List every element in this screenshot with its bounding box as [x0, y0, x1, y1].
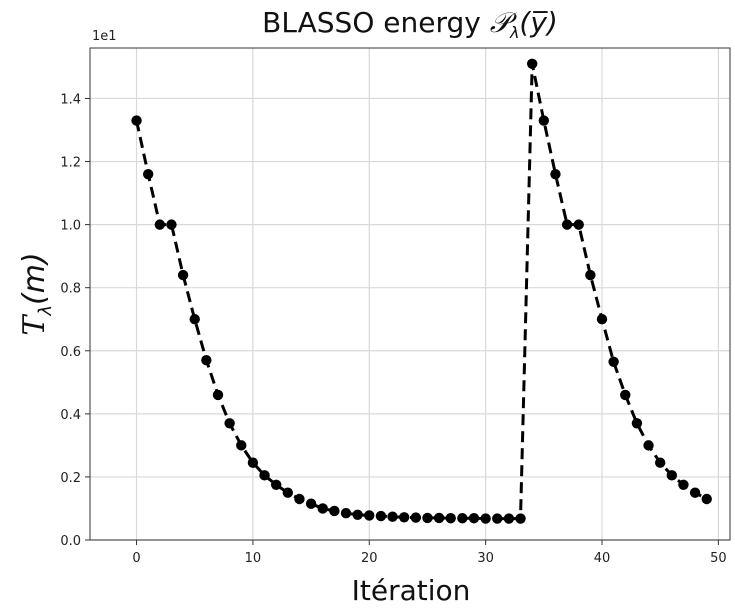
y-tick-label: 1.2: [60, 156, 81, 171]
data-point: [247, 457, 259, 468]
data-point: [596, 314, 608, 325]
y-axis-title-subscript: λ: [35, 305, 56, 317]
chart-title: BLASSO energy 𝒫λ(y̅): [262, 6, 558, 42]
y-tick-label: 0.2: [60, 471, 81, 486]
data-point: [666, 470, 678, 481]
data-point: [550, 168, 561, 180]
data-point: [503, 513, 515, 524]
data-point: [317, 503, 328, 514]
data-point: [364, 510, 375, 521]
data-point: [224, 418, 235, 429]
data-point: [620, 389, 631, 401]
data-point: [142, 168, 154, 180]
x-tick-label: 10: [245, 551, 262, 566]
series-line: [135, 63, 708, 521]
data-point: [340, 507, 352, 519]
plot-area: [89, 47, 731, 541]
data-point: [375, 510, 387, 522]
data-point: [689, 487, 701, 498]
data-point: [433, 512, 445, 524]
series-line-layer: [135, 63, 708, 521]
data-point: [398, 512, 410, 523]
data-point: [492, 513, 503, 524]
y-tick-label: 1.4: [60, 92, 81, 107]
data-point: [212, 389, 224, 401]
chart-title-subscript: λ: [509, 23, 519, 42]
data-point: [515, 513, 526, 524]
data-point: [585, 269, 596, 281]
data-point: [166, 219, 177, 230]
y-axis-title-math: T: [17, 314, 52, 336]
data-points: [131, 58, 712, 524]
data-point: [189, 314, 200, 325]
data-point: [305, 498, 317, 509]
data-point: [329, 505, 340, 517]
data-point: [270, 479, 282, 491]
y-tick-label: 0.8: [60, 282, 81, 297]
data-point: [561, 219, 573, 230]
data-point: [259, 470, 270, 481]
plot-frame: [89, 47, 731, 541]
x-axis-ticks: 0 10 20 30 40 50: [132, 540, 727, 566]
axis-offset-text: 1e1: [92, 29, 117, 44]
y-tick-label: 0.4: [60, 408, 81, 423]
y-tick-label: 0.0: [60, 534, 81, 549]
data-point: [573, 219, 584, 230]
x-tick-label: 0: [132, 551, 140, 566]
data-point: [701, 493, 712, 505]
data-point: [201, 355, 212, 366]
y-axis-title-argument: (m): [17, 252, 52, 305]
data-point: [480, 513, 491, 524]
y-tick-label: 0.6: [60, 345, 81, 360]
data-point: [236, 440, 247, 451]
data-point: [387, 511, 398, 522]
grid: [90, 48, 730, 541]
x-tick-label: 50: [710, 551, 727, 566]
y-axis-ticks: 0.0 0.2 0.4 0.6 0.8 1.0 1.2 1.4: [60, 92, 90, 549]
data-point: [154, 219, 166, 230]
x-axis-title: Itération: [352, 574, 471, 607]
data-point: [445, 513, 456, 524]
y-tick-label: 1.0: [60, 219, 81, 234]
data-point: [352, 509, 363, 520]
y-axis-title: Tλ(m): [17, 252, 56, 335]
chart-title-argument: (y̅): [519, 6, 557, 39]
data-point: [468, 513, 480, 524]
data-point: [608, 356, 619, 368]
x-tick-label: 30: [477, 551, 494, 566]
data-point: [282, 487, 294, 498]
data-point: [538, 115, 550, 126]
data-point: [422, 512, 433, 524]
data-point: [177, 269, 189, 281]
data-point: [654, 457, 666, 468]
data-point: [457, 513, 468, 524]
data-point: [131, 115, 142, 126]
data-point: [678, 479, 689, 491]
data-point: [526, 58, 538, 69]
x-tick-label: 20: [361, 551, 378, 566]
data-point: [294, 493, 305, 505]
data-point: [631, 418, 643, 429]
data-point: [410, 512, 422, 523]
x-tick-label: 40: [594, 551, 611, 566]
chart-title-text: BLASSO energy: [262, 6, 490, 39]
data-point: [643, 440, 654, 451]
